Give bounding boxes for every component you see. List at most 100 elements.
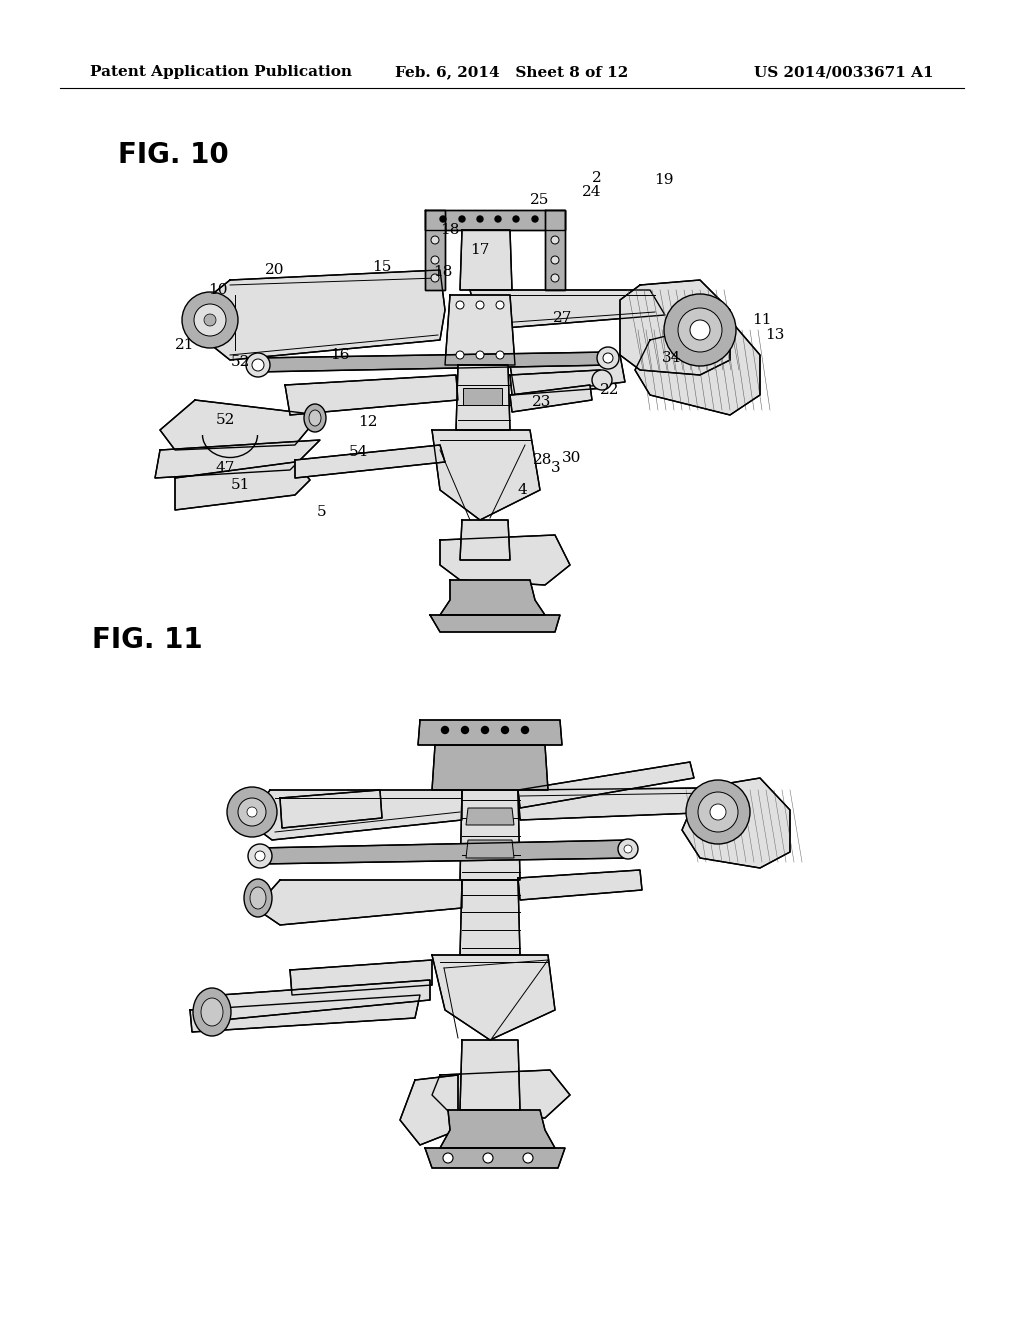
Polygon shape xyxy=(418,719,562,744)
Polygon shape xyxy=(255,352,612,372)
Circle shape xyxy=(551,256,559,264)
Polygon shape xyxy=(545,210,565,290)
Polygon shape xyxy=(155,440,319,478)
Circle shape xyxy=(462,726,469,734)
Polygon shape xyxy=(463,388,502,405)
Circle shape xyxy=(513,216,519,222)
Polygon shape xyxy=(400,1074,458,1144)
Polygon shape xyxy=(440,1110,555,1148)
Text: 20: 20 xyxy=(265,263,285,277)
Ellipse shape xyxy=(193,987,231,1036)
Polygon shape xyxy=(460,789,520,880)
Text: 18: 18 xyxy=(440,223,460,238)
Circle shape xyxy=(477,216,483,222)
Polygon shape xyxy=(432,954,555,1040)
Text: 52: 52 xyxy=(230,355,250,370)
Text: 11: 11 xyxy=(753,313,772,327)
Polygon shape xyxy=(295,445,445,478)
Polygon shape xyxy=(255,880,462,925)
Text: 17: 17 xyxy=(470,243,489,257)
Text: 28: 28 xyxy=(534,453,553,467)
Polygon shape xyxy=(430,615,560,632)
Text: 16: 16 xyxy=(331,348,350,362)
Circle shape xyxy=(431,236,439,244)
Text: 19: 19 xyxy=(654,173,674,187)
Circle shape xyxy=(227,787,278,837)
Text: 15: 15 xyxy=(373,260,392,275)
Text: 3: 3 xyxy=(551,461,561,475)
Polygon shape xyxy=(432,1071,570,1118)
Circle shape xyxy=(248,843,272,869)
Text: 21: 21 xyxy=(175,338,195,352)
Circle shape xyxy=(502,726,509,734)
Circle shape xyxy=(686,780,750,843)
Text: Patent Application Publication: Patent Application Publication xyxy=(90,65,352,79)
Circle shape xyxy=(204,314,216,326)
Circle shape xyxy=(551,275,559,282)
Text: Feb. 6, 2014   Sheet 8 of 12: Feb. 6, 2014 Sheet 8 of 12 xyxy=(395,65,629,79)
Circle shape xyxy=(496,351,504,359)
Circle shape xyxy=(255,851,265,861)
Text: 47: 47 xyxy=(215,461,234,475)
Circle shape xyxy=(532,216,538,222)
Polygon shape xyxy=(460,880,520,954)
Text: 2: 2 xyxy=(592,172,602,185)
Circle shape xyxy=(523,1152,534,1163)
Polygon shape xyxy=(190,995,420,1032)
Polygon shape xyxy=(518,788,722,820)
Text: 13: 13 xyxy=(765,327,784,342)
Polygon shape xyxy=(290,960,432,995)
Text: 12: 12 xyxy=(358,414,378,429)
Circle shape xyxy=(481,726,488,734)
Polygon shape xyxy=(460,520,510,560)
Circle shape xyxy=(246,352,270,378)
Circle shape xyxy=(710,804,726,820)
Circle shape xyxy=(496,301,504,309)
Text: 25: 25 xyxy=(530,193,550,207)
Polygon shape xyxy=(635,319,760,414)
Text: 10: 10 xyxy=(208,282,227,297)
Polygon shape xyxy=(248,789,462,840)
Circle shape xyxy=(551,236,559,244)
Ellipse shape xyxy=(244,879,272,917)
Text: 27: 27 xyxy=(553,312,572,325)
Polygon shape xyxy=(466,808,514,825)
Text: 5: 5 xyxy=(317,506,327,519)
Text: 30: 30 xyxy=(562,451,582,465)
Text: 18: 18 xyxy=(433,265,453,279)
Polygon shape xyxy=(440,535,570,585)
Text: 24: 24 xyxy=(583,185,602,199)
Polygon shape xyxy=(460,230,512,290)
Circle shape xyxy=(597,347,618,370)
Polygon shape xyxy=(510,370,605,395)
Circle shape xyxy=(182,292,238,348)
Polygon shape xyxy=(432,430,540,520)
Polygon shape xyxy=(466,840,514,858)
Polygon shape xyxy=(445,294,515,366)
Circle shape xyxy=(603,352,613,363)
Circle shape xyxy=(459,216,465,222)
Circle shape xyxy=(592,370,612,389)
Ellipse shape xyxy=(304,404,326,432)
Polygon shape xyxy=(160,400,319,450)
Polygon shape xyxy=(285,375,458,414)
Circle shape xyxy=(618,840,638,859)
Polygon shape xyxy=(518,762,694,808)
Polygon shape xyxy=(425,1148,565,1168)
Polygon shape xyxy=(456,366,510,430)
Polygon shape xyxy=(460,1040,520,1110)
Circle shape xyxy=(690,319,710,341)
Text: 52: 52 xyxy=(215,413,234,426)
Polygon shape xyxy=(510,385,592,412)
Circle shape xyxy=(431,275,439,282)
Polygon shape xyxy=(682,777,790,869)
Circle shape xyxy=(624,845,632,853)
Circle shape xyxy=(431,256,439,264)
Text: US 2014/0033671 A1: US 2014/0033671 A1 xyxy=(755,65,934,79)
Circle shape xyxy=(698,792,738,832)
Circle shape xyxy=(476,301,484,309)
Polygon shape xyxy=(425,210,565,230)
Polygon shape xyxy=(205,271,445,360)
Text: 51: 51 xyxy=(230,478,250,492)
Circle shape xyxy=(440,216,446,222)
